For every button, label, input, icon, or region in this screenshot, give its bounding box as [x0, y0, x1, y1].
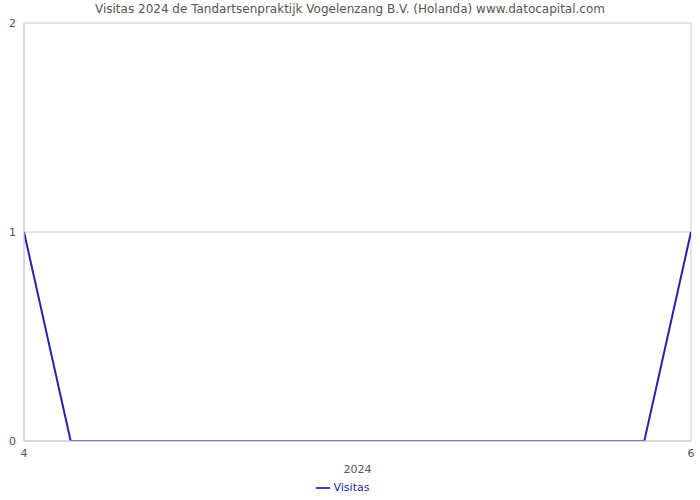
svg-text:1: 1 — [9, 226, 16, 239]
svg-text:0: 0 — [9, 435, 16, 448]
html-text:Visitas: Visitas — [333, 481, 370, 494]
svg-text:4: 4 — [21, 447, 28, 460]
svg-text:2: 2 — [9, 17, 16, 30]
html-text:Visitas 2024 de Tandartsenprak: Visitas 2024 de Tandartsenpraktijk Vogel… — [95, 2, 605, 16]
svg-text:2024: 2024 — [344, 463, 372, 476]
svg-text:6: 6 — [688, 447, 693, 460]
